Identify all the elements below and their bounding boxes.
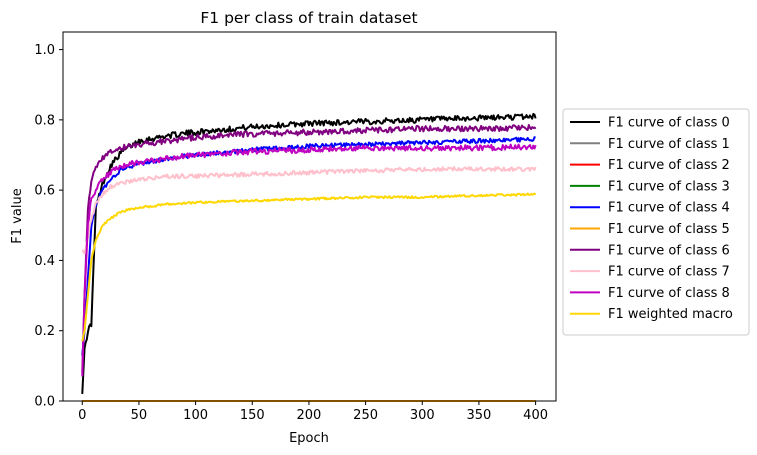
series-line xyxy=(81,123,537,373)
y-tick-label: 0.2 xyxy=(34,324,55,339)
legend-frame xyxy=(562,108,750,336)
plot-frame xyxy=(62,31,557,402)
y-tick-label: 0.6 xyxy=(34,184,55,199)
legend-label: F1 curve of class 1 xyxy=(608,137,730,152)
legend-label: F1 curve of class 8 xyxy=(608,286,730,301)
series-line xyxy=(81,143,537,377)
y-tick-label: 0.4 xyxy=(34,254,55,269)
x-tick-label: 200 xyxy=(297,408,322,423)
legend: F1 curve of class 0 F1 curve of class 1 F1… xyxy=(562,108,750,336)
x-tick-label: 100 xyxy=(183,408,208,423)
x-axis: 0 50 100 150 200 250 300 350 400 xyxy=(78,401,548,423)
x-tick-label: 300 xyxy=(410,408,435,423)
y-tick-label: 1.0 xyxy=(34,43,55,58)
y-axis-label: F1 value xyxy=(10,188,25,243)
legend-label: F1 curve of class 7 xyxy=(608,265,730,280)
chart-title: F1 per class of train dataset xyxy=(200,9,417,27)
x-axis-label: Epoch xyxy=(289,431,329,446)
x-tick-label: 350 xyxy=(467,408,492,423)
legend-label: F1 curve of class 4 xyxy=(608,201,730,216)
x-tick-label: 400 xyxy=(523,408,548,423)
x-tick-label: 250 xyxy=(353,408,378,423)
legend-label: F1 curve of class 2 xyxy=(608,158,730,173)
legend-label: F1 curve of class 0 xyxy=(608,116,730,131)
y-tick-label: 0.8 xyxy=(34,113,55,128)
legend-label: F1 curve of class 6 xyxy=(608,243,730,258)
y-tick-label: 0.0 xyxy=(34,395,55,410)
series-line xyxy=(81,112,537,395)
legend-label: F1 curve of class 3 xyxy=(608,179,730,194)
series-line xyxy=(81,192,537,342)
y-axis: 0.0 0.2 0.4 0.6 0.8 1.0 xyxy=(34,43,63,410)
legend-label: F1 weighted macro xyxy=(608,307,733,322)
x-tick-label: 0 xyxy=(78,408,86,423)
series-line xyxy=(81,166,537,255)
plot-lines xyxy=(81,112,537,402)
x-tick-label: 150 xyxy=(240,408,265,423)
legend-label: F1 curve of class 5 xyxy=(608,222,730,237)
x-tick-label: 50 xyxy=(131,408,148,423)
